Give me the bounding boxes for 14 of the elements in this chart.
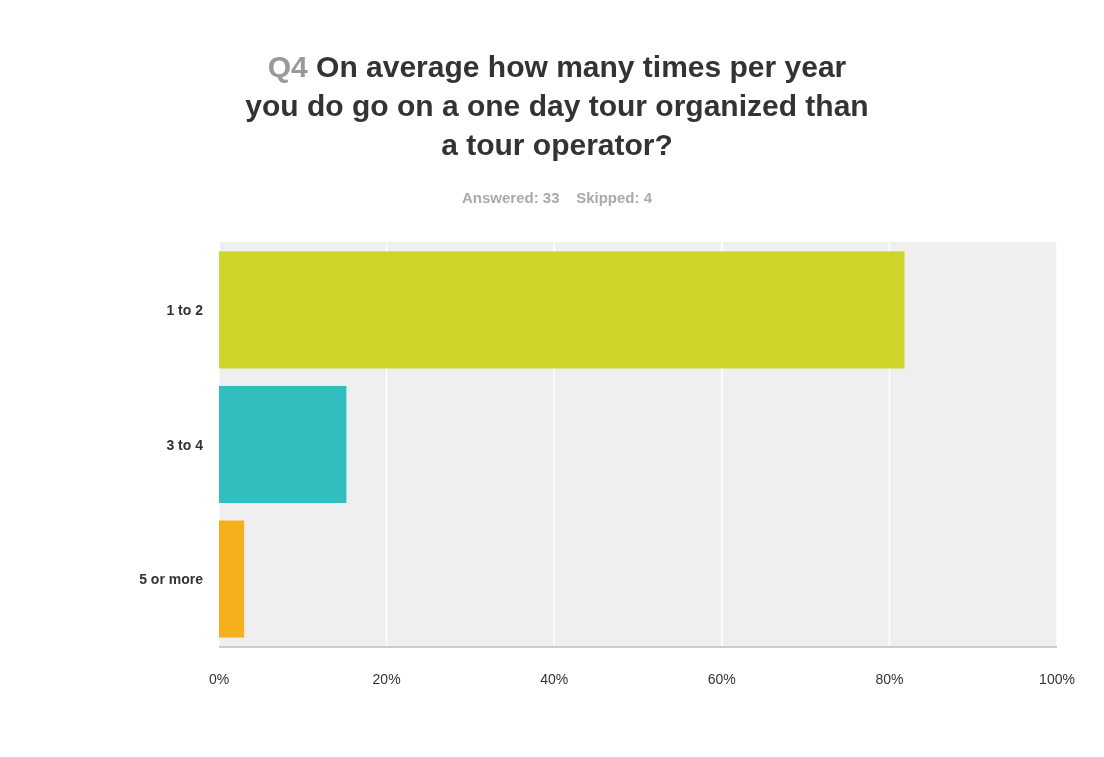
bar — [219, 520, 245, 638]
bar — [219, 251, 905, 369]
y-tick-label: 3 to 4 — [166, 436, 204, 453]
chart-title: Q4 On average how many times per year you do go on a one day tour organized than a tour operator? — [245, 50, 869, 161]
x-tick-label: 40% — [540, 671, 569, 687]
y-tick-label: 5 or more — [139, 571, 204, 588]
bar — [219, 385, 347, 504]
x-tick-label: 20% — [372, 671, 401, 687]
y-tick-label: 1 to 2 — [166, 301, 204, 318]
x-tick-label: 60% — [707, 671, 736, 687]
chart-subtitle: Answered: 33 Skipped: 4 — [461, 189, 653, 206]
x-tick-label: 0% — [208, 671, 230, 687]
x-tick-label: 100% — [1039, 671, 1075, 687]
x-tick-label: 80% — [875, 671, 904, 687]
